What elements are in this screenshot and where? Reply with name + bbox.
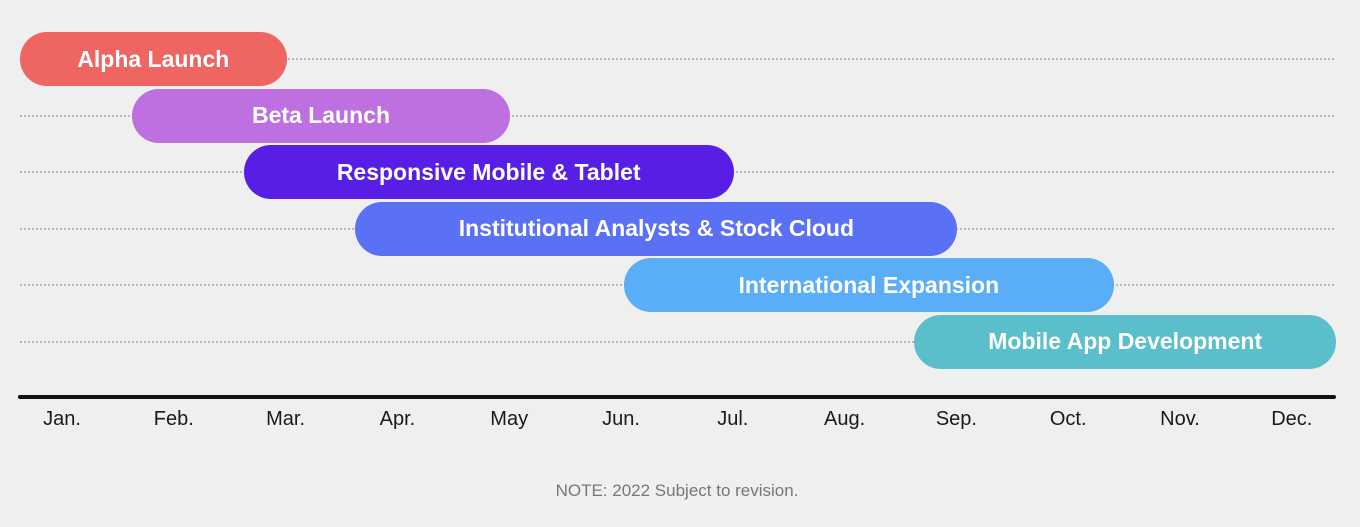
task-label: Alpha Launch [77, 45, 230, 72]
month-label: Sep. [935, 408, 977, 430]
task-bar: Beta Launch [131, 88, 511, 143]
task-label: Mobile App Development [988, 328, 1263, 354]
month-label: Apr. [379, 408, 416, 430]
month-label: Dec. [1271, 408, 1313, 430]
month-label: Aug. [824, 408, 866, 430]
task-label: International Expansion [738, 271, 1000, 298]
task-label: Responsive Mobile & Tablet [336, 158, 641, 185]
roadmap-timeline: Jan. Feb. Mar. Apr. May Jun. Jul. Aug. Sep. Oct. N… [18, 32, 1336, 430]
task-bar: Institutional Analysts & Stock Cloud [355, 201, 958, 256]
month-label: May [490, 408, 529, 430]
month-label: Feb. [153, 408, 194, 430]
month-label: Oct. [1049, 408, 1087, 430]
task-label: Beta Launch [251, 102, 390, 128]
task-bar: International Expansion [623, 258, 1114, 312]
month-label: Jul. [717, 408, 749, 430]
timeline-axis [18, 395, 1336, 399]
task-bar: Alpha Launch [20, 32, 287, 86]
month-label: Mar. [266, 408, 306, 430]
month-label: Jun. [602, 408, 640, 430]
row-guide-line [20, 114, 1334, 117]
task-bar: Responsive Mobile & Tablet [243, 145, 734, 199]
revision-note: NOTE: 2022 Subject to revision. [555, 481, 799, 500]
month-label: Nov. [1160, 408, 1200, 430]
month-label: Jan. [43, 408, 81, 430]
task-label: Institutional Analysts & Stock Cloud [458, 215, 855, 241]
row-guide-line [20, 58, 1334, 60]
row-guide-line [20, 340, 1334, 343]
task-bar: Mobile App Development [914, 314, 1336, 369]
